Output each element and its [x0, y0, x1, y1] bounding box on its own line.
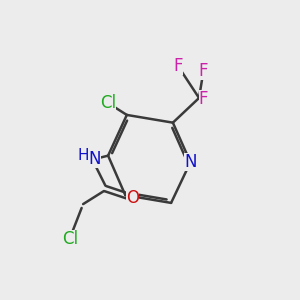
- Text: F: F: [199, 90, 208, 108]
- Text: N: N: [89, 150, 101, 168]
- Text: F: F: [199, 61, 208, 80]
- Text: O: O: [126, 189, 139, 207]
- Text: Cl: Cl: [62, 230, 78, 248]
- Text: H: H: [77, 148, 89, 164]
- Text: Cl: Cl: [100, 94, 116, 112]
- Text: F: F: [173, 57, 183, 75]
- Text: N: N: [184, 153, 197, 171]
